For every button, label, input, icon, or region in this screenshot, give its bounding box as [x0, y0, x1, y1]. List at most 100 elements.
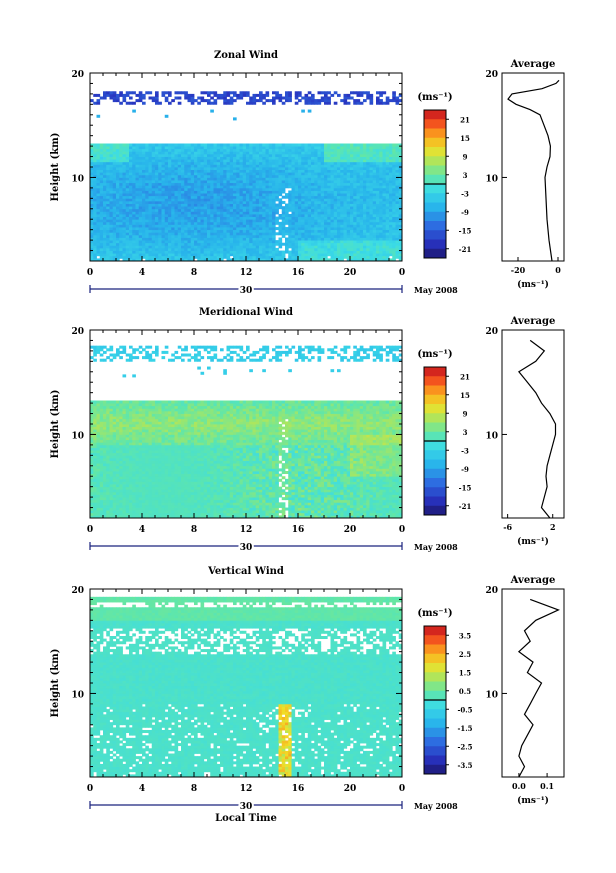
heatmap-cell — [197, 144, 201, 147]
heatmap-cell — [376, 206, 380, 209]
heatmap-cell — [389, 99, 393, 102]
heatmap-cell — [331, 227, 335, 230]
heatmap-cell — [97, 502, 101, 505]
heatmap-cell — [93, 167, 97, 170]
heatmap-cell — [292, 185, 296, 188]
heatmap-cell — [298, 196, 302, 199]
heatmap-cell — [272, 151, 276, 154]
heatmap-cell — [93, 487, 97, 490]
heatmap-cell — [145, 175, 149, 178]
heatmap-cell — [191, 232, 195, 235]
heatmap-cell — [139, 193, 143, 196]
heatmap-cell — [311, 224, 315, 227]
heatmap-cell — [197, 151, 201, 154]
heatmap-cell — [383, 201, 387, 204]
heatmap-cell — [126, 91, 130, 94]
heatmap-cell — [139, 97, 143, 100]
heatmap-cell — [188, 188, 192, 191]
heatmap-cell — [204, 211, 208, 214]
heatmap-cell — [220, 196, 224, 199]
heatmap-cell — [376, 151, 380, 154]
heatmap-cell — [197, 196, 201, 199]
heatmap-cell — [142, 102, 146, 105]
heatmap-cell — [324, 188, 328, 191]
colorbar-tick-label: 15 — [460, 134, 470, 143]
heatmap-cell — [168, 180, 172, 183]
heatmap-cell — [282, 185, 286, 188]
heatmap-cell — [129, 248, 133, 251]
heatmap-cell — [344, 170, 348, 173]
heatmap-cell — [262, 248, 266, 251]
heatmap-cell — [334, 211, 338, 214]
heatmap-cell — [256, 227, 260, 230]
heatmap-cell — [123, 164, 127, 167]
heatmap-cell — [337, 248, 341, 251]
heatmap-cell — [240, 188, 244, 191]
heatmap-cell — [152, 245, 156, 248]
heatmap-cell — [308, 201, 312, 204]
heatmap-cell — [318, 204, 322, 207]
heatmap-cell — [236, 144, 240, 147]
heatmap-cell — [217, 240, 221, 243]
heatmap-cell — [275, 206, 279, 209]
heatmap-cell — [389, 235, 393, 238]
heatmap-cell — [152, 144, 156, 147]
heatmap-cell — [158, 201, 162, 204]
heatmap-cell — [97, 471, 101, 474]
heatmap-cell — [171, 144, 175, 147]
heatmap-cell — [269, 177, 273, 180]
heatmap-cell — [132, 232, 136, 235]
heatmap-cell — [379, 235, 383, 238]
heatmap-cell — [126, 240, 130, 243]
heatmap-cell — [308, 243, 312, 246]
heatmap-cell — [230, 209, 234, 212]
heatmap-cell — [100, 348, 104, 351]
heatmap-cell — [279, 151, 283, 154]
heatmap-cell — [279, 157, 283, 160]
heatmap-cell — [376, 232, 380, 235]
heatmap-cell — [389, 162, 393, 165]
heatmap-cell — [152, 232, 156, 235]
heatmap-cell — [103, 230, 107, 233]
heatmap-cell — [184, 164, 188, 167]
heatmap-cell — [113, 149, 117, 152]
heatmap-cell — [347, 198, 351, 201]
heatmap-cell — [340, 248, 344, 251]
heatmap-cell — [269, 217, 273, 220]
heatmap-cell — [214, 162, 218, 165]
heatmap-cell — [318, 149, 322, 152]
heatmap-cell — [152, 185, 156, 188]
heatmap-cell — [227, 177, 231, 180]
heatmap-cell — [110, 175, 114, 178]
heatmap-cell — [123, 154, 127, 157]
heatmap-cell — [139, 235, 143, 238]
heatmap-cell — [324, 177, 328, 180]
heatmap-cell — [392, 196, 396, 199]
heatmap-cell — [373, 248, 377, 251]
heatmap-cell — [243, 183, 247, 186]
heatmap-cell — [357, 240, 361, 243]
heatmap-cell — [93, 445, 97, 448]
heatmap-cell — [129, 91, 133, 94]
heatmap-cell — [217, 177, 221, 180]
heatmap-cell — [90, 489, 94, 492]
heatmap-cell — [301, 151, 305, 154]
heatmap-cell — [152, 157, 156, 160]
heatmap-cell — [340, 159, 344, 162]
heatmap-cell — [100, 414, 104, 417]
heatmap-cell — [100, 146, 104, 149]
heatmap-cell — [227, 157, 231, 160]
heatmap-cell — [301, 248, 305, 251]
heatmap-cell — [295, 248, 299, 251]
heatmap-cell — [168, 154, 172, 157]
heatmap-cell — [210, 251, 214, 254]
heatmap-cell — [126, 251, 130, 254]
heatmap-cell — [97, 188, 101, 191]
heatmap-cell — [259, 144, 263, 147]
heatmap-cell — [233, 245, 237, 248]
heatmap-cell — [279, 144, 283, 147]
heatmap-cell — [295, 144, 299, 147]
heatmap-cell — [337, 185, 341, 188]
heatmap-cell — [314, 164, 318, 167]
heatmap-cell — [249, 99, 253, 102]
